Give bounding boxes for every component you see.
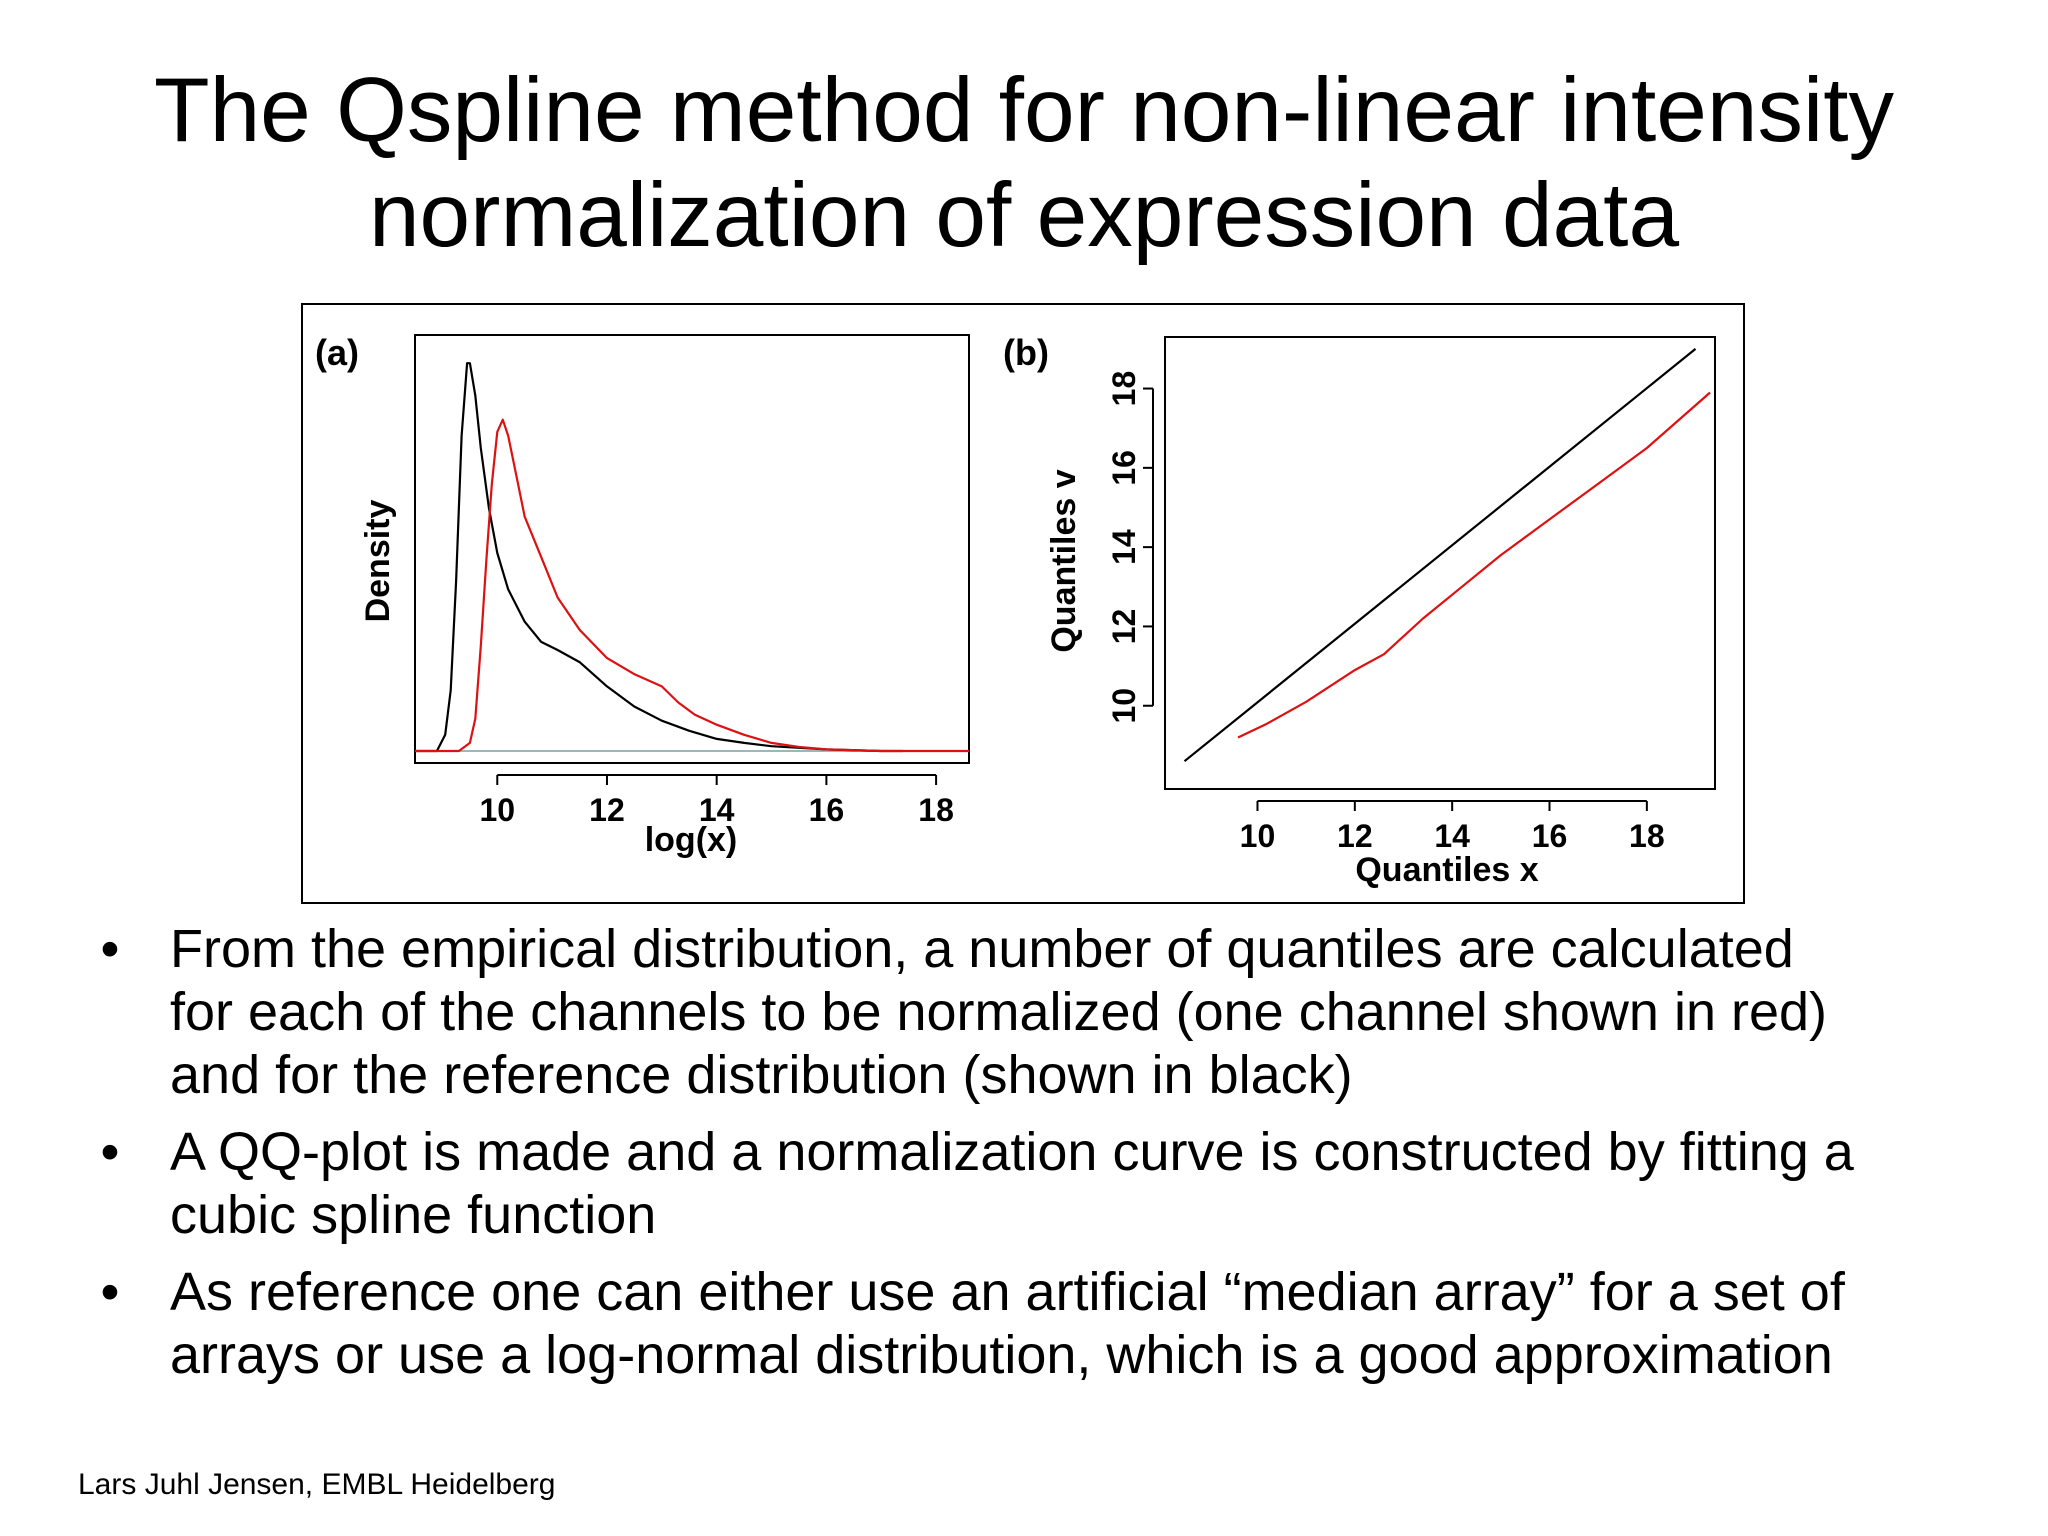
panel-b-x-tick-label: 12 [1337, 818, 1373, 854]
bullet-glyph: • [100, 1122, 120, 1182]
panel-a-x-tick-label: 12 [589, 792, 625, 828]
bullet-3-line-1: As reference one can either use an artif… [170, 1262, 1845, 1322]
panel-b-y-tick-label: 14 [1106, 529, 1142, 565]
panel-a-x-tick-label: 10 [479, 792, 515, 828]
bullet-item-1: • From the empirical distribution, a num… [90, 918, 2020, 1107]
footer-credit: Lars Juhl Jensen, EMBL Heidelberg [78, 1468, 556, 1501]
panel-b-y-tick-label: 16 [1106, 450, 1142, 486]
bullet-glyph: • [100, 1262, 120, 1322]
panel-a-channel-curve [415, 418, 969, 753]
title-line-1: The Qspline method for non-linear intens… [153, 60, 1895, 161]
slide-title: The Qspline method for non-linear intens… [0, 58, 2048, 268]
panel-b: (b) 10 12 14 16 18 10 12 14 16 18 Quantiles x Qu… [1003, 332, 1716, 889]
title-line-2: normalization of expression data [368, 165, 1680, 266]
panel-b-x-ticks: 10 12 14 16 18 [1240, 800, 1665, 854]
bullet-1-line-2: for each of the channels to be normalize… [170, 982, 1828, 1042]
panel-b-x-label: Quantiles x [1355, 851, 1538, 889]
panel-b-channel-curve [1237, 391, 1711, 739]
panel-b-y-tick-label: 10 [1106, 688, 1142, 724]
panel-a-plot-box [414, 334, 970, 764]
panel-a-x-tick-label: 16 [809, 792, 845, 828]
panel-a-x-tick-label: 14 [699, 792, 735, 828]
panel-a-reference-curve [415, 362, 904, 753]
panel-b-plot-box [1164, 336, 1716, 790]
panel-a-label: (a) [315, 332, 359, 373]
panel-a-x-ticks: 10 12 14 16 18 [479, 774, 954, 828]
figure-svg: (a) 10 12 14 16 18 log(x) Density (b) 10 12 14… [315, 332, 1716, 889]
bullet-1-line-1: From the empirical distribution, a numbe… [170, 919, 1794, 979]
panel-b-x-tick-label: 18 [1629, 818, 1665, 854]
panel-b-x-tick-label: 14 [1434, 818, 1470, 854]
bullet-glyph: • [100, 919, 120, 979]
bullet-item-3: • As reference one can either use an art… [90, 1261, 2020, 1387]
bullet-1-line-3: and for the reference distribution (show… [170, 1045, 1353, 1105]
panel-b-y-label: Quantiles v [1045, 469, 1083, 652]
panel-a-series [415, 362, 969, 753]
panel-b-y-ticks: 10 12 14 16 18 [1106, 371, 1154, 724]
panel-b-y-tick-label: 12 [1106, 609, 1142, 645]
bullet-2-line-1: A QQ-plot is made and a normalization cu… [170, 1122, 1854, 1182]
panel-b-x-tick-label: 16 [1532, 818, 1568, 854]
panel-a-x-tick-label: 18 [918, 792, 954, 828]
panel-b-y-tick-label: 18 [1106, 371, 1142, 407]
panel-b-label: (b) [1003, 332, 1049, 373]
panel-a-y-label: Density [359, 500, 397, 623]
panel-b-reference-line [1183, 348, 1697, 763]
panel-a: (a) 10 12 14 16 18 log(x) Density [315, 332, 970, 859]
panel-b-series [1183, 348, 1711, 763]
panel-a-x-label: log(x) [645, 821, 738, 859]
bullet-list: • From the empirical distribution, a num… [90, 918, 2020, 1401]
bullet-2-line-2: cubic spline function [170, 1185, 657, 1245]
panel-b-x-tick-label: 10 [1240, 818, 1276, 854]
figure-frame: (a) 10 12 14 16 18 log(x) Density (b) 10 12 14… [301, 303, 1745, 904]
bullet-item-2: • A QQ-plot is made and a normalization … [90, 1121, 2020, 1247]
bullet-3-line-2: arrays or use a log-normal distribution,… [170, 1325, 1833, 1385]
